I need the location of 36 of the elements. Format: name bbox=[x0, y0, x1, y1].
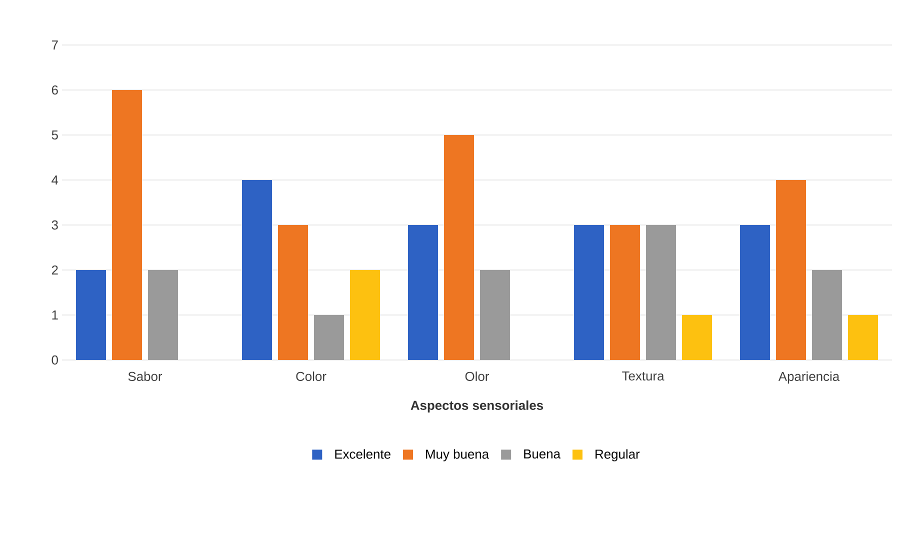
x-tick-label: Olor bbox=[465, 372, 490, 382]
bar bbox=[314, 315, 344, 360]
y-tick-label: 5 bbox=[52, 130, 58, 140]
bar bbox=[76, 270, 106, 360]
bar bbox=[408, 225, 438, 360]
legend-label: Muy buena bbox=[426, 449, 490, 462]
x-tick-label: Apariencia bbox=[778, 372, 840, 384]
x-tick-label: Sabor bbox=[128, 372, 162, 382]
legend-label: Buena bbox=[524, 449, 561, 459]
y-tick-label: 7 bbox=[52, 40, 58, 50]
legend-label: Regular bbox=[596, 449, 640, 462]
y-tick-label: 0 bbox=[52, 355, 58, 365]
bar bbox=[278, 225, 308, 360]
bar bbox=[112, 90, 142, 360]
bar bbox=[480, 270, 510, 360]
bar bbox=[444, 135, 474, 360]
x-tick-label: Textura bbox=[622, 372, 664, 381]
bar bbox=[682, 315, 712, 360]
y-tick-label: 2 bbox=[52, 265, 58, 275]
legend-label: Excelente bbox=[335, 449, 390, 459]
y-tick-label: 3 bbox=[52, 220, 58, 230]
x-tick-label: Color bbox=[296, 372, 326, 382]
bar bbox=[740, 225, 770, 360]
bar bbox=[574, 225, 604, 360]
x-axis-title: Aspectos sensoriales bbox=[410, 400, 544, 413]
y-tick-label: 6 bbox=[52, 85, 58, 95]
bar bbox=[242, 180, 272, 360]
bar bbox=[350, 270, 380, 360]
bar bbox=[848, 315, 878, 360]
bar bbox=[646, 225, 676, 360]
bar bbox=[148, 270, 178, 360]
bar bbox=[610, 225, 640, 360]
y-tick-label: 4 bbox=[52, 176, 58, 184]
bar bbox=[812, 270, 842, 360]
bar bbox=[776, 180, 806, 360]
y-tick-label: 1 bbox=[52, 310, 58, 320]
